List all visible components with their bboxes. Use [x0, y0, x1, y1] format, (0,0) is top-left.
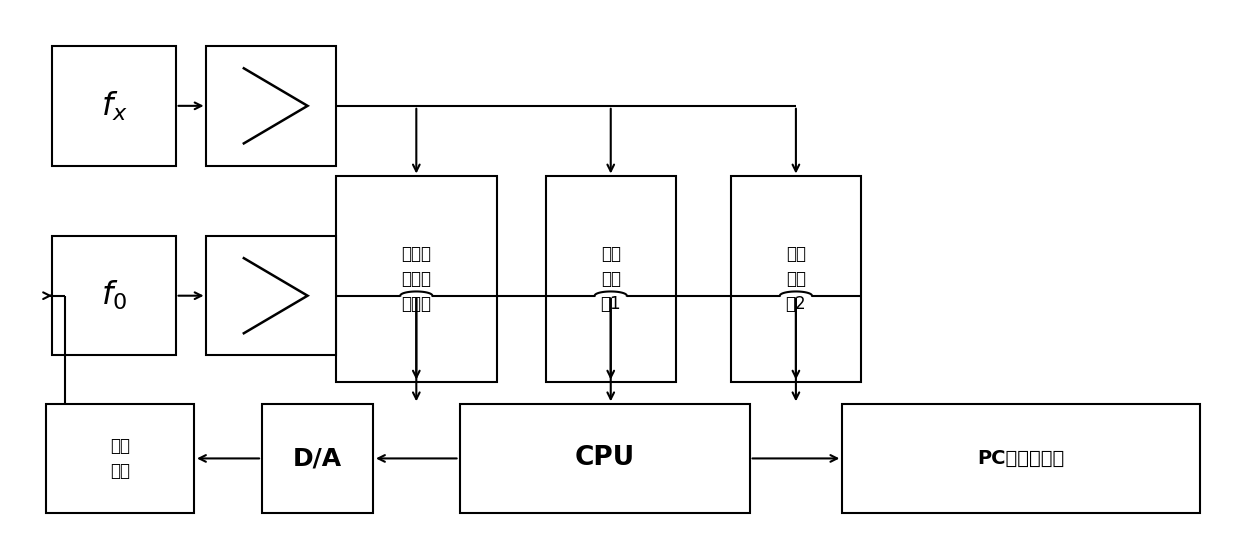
Text: PC机处理显示: PC机处理显示 [977, 449, 1065, 468]
Bar [207, 46, 336, 165]
Bar [842, 404, 1200, 513]
Text: D/A: D/A [293, 447, 342, 470]
Bar [262, 404, 373, 513]
Bar [336, 176, 496, 383]
Text: $f_x$: $f_x$ [100, 89, 128, 123]
Bar [546, 176, 676, 383]
Bar [52, 236, 176, 355]
Text: 重合
检测
阸1: 重合 检测 阸1 [600, 246, 621, 313]
Text: 调频
调相: 调频 调相 [110, 437, 130, 480]
Bar [207, 236, 336, 355]
Text: CPU: CPU [574, 446, 635, 471]
Bar [52, 46, 176, 165]
Bar [732, 176, 861, 383]
Text: 重合
检测
阸2: 重合 检测 阸2 [786, 246, 806, 313]
Bar [460, 404, 750, 513]
Text: 相位差
多次平
均测量: 相位差 多次平 均测量 [402, 246, 432, 313]
Bar [46, 404, 195, 513]
Text: $f_0$: $f_0$ [100, 279, 126, 312]
